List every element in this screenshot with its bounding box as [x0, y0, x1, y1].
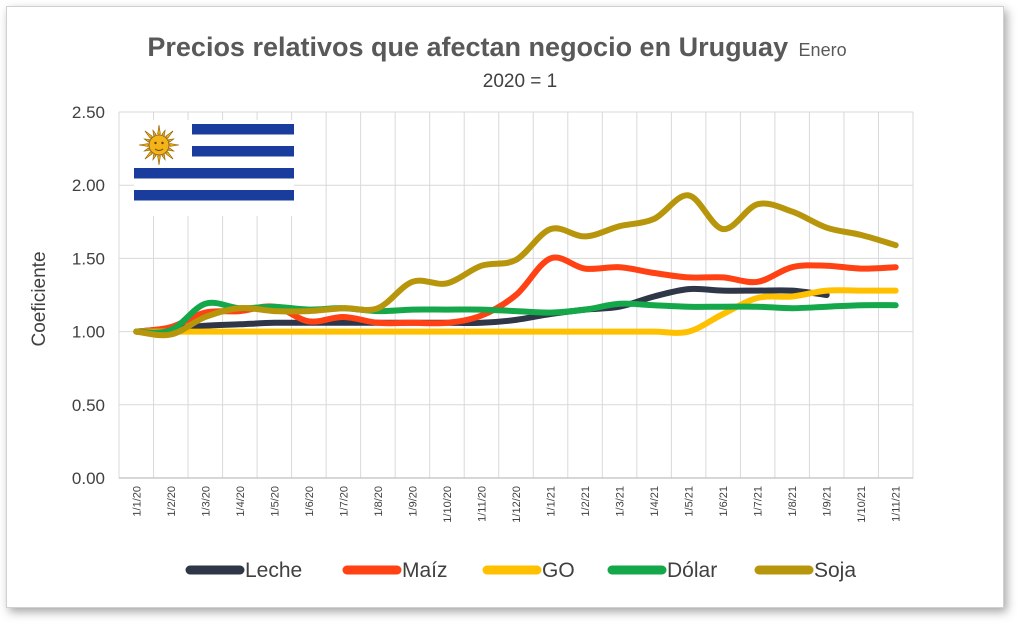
legend-item-maiz: Maíz: [342, 559, 448, 582]
chart-svg: Precios relativos que afectan negocio en…: [29, 32, 914, 582]
x-tick-label: 1/2/20: [166, 486, 178, 517]
y-tick-label: 1.00: [72, 323, 105, 342]
sun-eye: [154, 141, 157, 145]
x-tick-label: 1/4/21: [649, 486, 661, 517]
legend-label: Dólar: [667, 559, 717, 582]
series-lines: [133, 192, 899, 339]
y-tick-label: 0.50: [72, 396, 105, 415]
sun-disc: [148, 134, 170, 156]
chart-subtitle: 2020 = 1: [483, 71, 558, 92]
legend-item-dolar: Dólar: [607, 559, 717, 582]
x-tick-label: 1/1/20: [131, 486, 143, 517]
legend-item-go: GO: [482, 559, 575, 582]
legend-label: Soja: [814, 559, 856, 582]
x-tick-label: 1/8/21: [787, 486, 799, 517]
sun-ray: [152, 154, 157, 161]
series-line-dolar: [133, 299, 899, 336]
series-line-leche: [133, 285, 830, 335]
sun-eye: [161, 141, 164, 145]
x-tick-label: 1/11/21: [891, 486, 903, 522]
x-tick-label: 1/5/20: [269, 486, 281, 517]
legend-label: GO: [542, 559, 575, 582]
x-tick-label: 1/10/21: [856, 486, 868, 523]
y-tick-labels: 0.00 0.50 1.00 1.50 2.00 2.50: [72, 103, 105, 488]
sun-of-may-icon: [138, 124, 180, 166]
flag-stripe: [192, 146, 294, 157]
x-tick-labels: 1/1/20 1/2/20 1/3/20 1/4/20 1/5/20 1/6/20 1/7/…: [131, 486, 902, 523]
sun-ray: [143, 147, 150, 152]
sun-ray: [144, 130, 153, 139]
sun-ray: [138, 143, 149, 147]
sun-ray: [161, 154, 166, 161]
y-tick-label: 0.00: [72, 469, 105, 488]
sun-ray: [165, 151, 174, 160]
x-tick-label: 1/9/20: [407, 486, 419, 517]
x-tick-label: 1/7/20: [338, 486, 350, 517]
sun-ray: [169, 143, 180, 147]
y-tick-label: 2.50: [72, 103, 105, 122]
chart-title-suffix: Enero: [799, 40, 847, 60]
sun-ray: [165, 130, 174, 139]
series-line-soja: [133, 192, 899, 339]
x-tick-label: 1/3/21: [615, 486, 627, 517]
y-axis-label: Coeficiente: [29, 251, 50, 346]
chart-title: Precios relativos que afectan negocio en…: [147, 32, 846, 62]
x-tick-label: 1/1/21: [546, 486, 558, 517]
sun-mouth: [154, 148, 164, 151]
x-tick-label: 1/6/20: [304, 486, 316, 517]
sun-ray: [144, 151, 153, 160]
chart-card: Precios relativos que afectan negocio en…: [6, 6, 1004, 608]
sun-ray: [157, 124, 161, 135]
legend-label: Leche: [245, 559, 302, 582]
uruguay-flag-icon: [134, 120, 294, 216]
series-line-go: [133, 287, 899, 336]
legend-label: Maíz: [402, 559, 448, 582]
x-tick-label: 1/7/21: [753, 486, 765, 517]
chart-title-main: Precios relativos que afectan negocio en…: [147, 32, 788, 62]
y-tick-label: 2.00: [72, 176, 105, 195]
x-tick-label: 1/12/20: [511, 486, 523, 523]
legend-item-leche: Leche: [185, 559, 302, 582]
sun-ray: [152, 129, 157, 136]
flag-stripe: [134, 190, 294, 201]
legend: Leche Maíz GO Dólar Soja: [185, 559, 856, 582]
sun-ray: [168, 147, 175, 152]
legend-item-soja: Soja: [754, 559, 856, 582]
flag-stripe: [134, 168, 294, 179]
x-tick-label: 1/11/20: [476, 486, 488, 522]
y-tick-label: 1.50: [72, 249, 105, 268]
sun-ray: [157, 155, 161, 166]
x-tick-label: 1/5/21: [684, 486, 696, 517]
x-tick-label: 1/9/21: [822, 486, 834, 517]
x-tick-label: 1/6/21: [718, 486, 730, 517]
sun-ray: [143, 138, 150, 143]
sun-ray: [168, 138, 175, 143]
x-tick-label: 1/2/21: [580, 486, 592, 517]
flag-stripe: [192, 124, 294, 135]
x-tick-label: 1/4/20: [235, 486, 247, 517]
x-tick-label: 1/10/20: [442, 486, 454, 523]
x-tick-label: 1/3/20: [200, 486, 212, 517]
x-tick-label: 1/8/20: [373, 486, 385, 517]
sun-ray: [161, 129, 166, 136]
